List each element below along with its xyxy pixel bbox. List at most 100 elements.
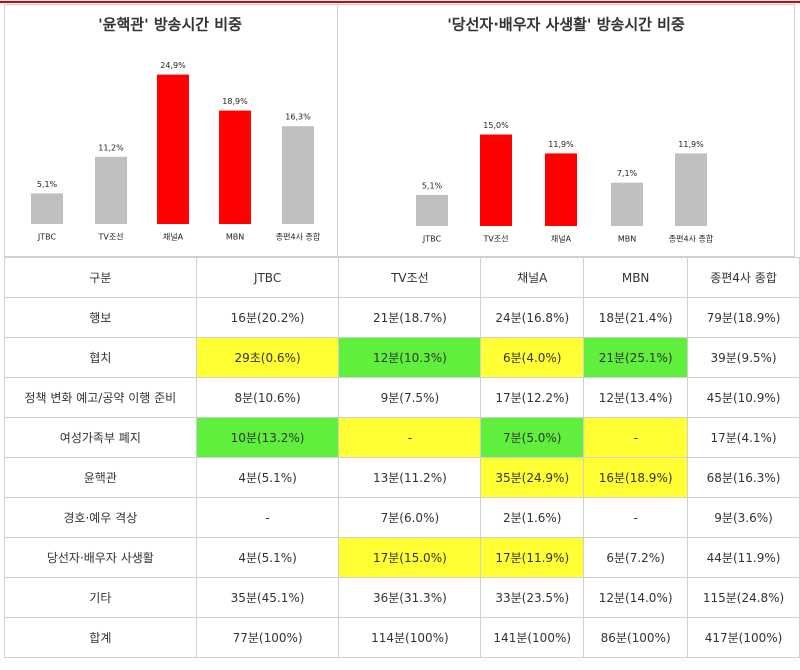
cell: 141분(100%) <box>480 617 585 658</box>
x-tick-label: JTBC <box>422 235 442 244</box>
x-tick-label: 종편4사 종합 <box>276 232 321 242</box>
cell: 10분(13.2%) <box>195 417 340 458</box>
cell: 8분(10.6%) <box>195 377 340 418</box>
x-tick-label: MBN <box>618 235 636 244</box>
cell: - <box>583 417 689 458</box>
header-cell: 채널A <box>480 257 585 298</box>
value-label: 16,3% <box>285 113 311 122</box>
bar <box>480 134 512 226</box>
value-label: 5,1% <box>422 181 443 190</box>
x-tick-label: 채널A <box>551 234 572 244</box>
header-cell: 종편4사 종합 <box>687 257 800 298</box>
value-label: 5,1% <box>37 180 58 189</box>
cell: 7분(5.0%) <box>480 417 585 458</box>
header-cell: TV조선 <box>338 257 482 298</box>
table-row: 경호·예우 격상 -7분(6.0%) 2분(1.6%) -9분(3.6%) <box>4 497 800 538</box>
cell: 9분(3.6%) <box>687 497 800 538</box>
table-row: 여성가족부 폐지 10분(13.2%) -7분(5.0%) -17분(4.1%) <box>4 417 800 458</box>
cell: 6분(4.0%) <box>480 337 585 378</box>
cell: 16분(18.9%) <box>583 457 689 498</box>
panel <box>337 4 795 257</box>
row-label: 윤핵관 <box>4 457 197 498</box>
table-row: 합계 77분(100%) 114분(100%) 141분(100%) 86분(100%)… <box>4 617 800 658</box>
cell: 4분(5.1%) <box>195 457 340 498</box>
cell: 114분(100%) <box>338 617 482 658</box>
chart-title: '당선자·배우자 사생활' 방송시간 비중 <box>447 16 685 34</box>
cell: 44분(11.9%) <box>687 537 800 578</box>
x-tick-label: 종편4사 종합 <box>669 234 714 244</box>
cell: 35분(24.9%) <box>480 457 585 498</box>
cell: 17분(11.9%) <box>480 537 585 578</box>
bar <box>545 153 577 226</box>
x-tick-label: MBN <box>226 233 244 242</box>
row-label: 경호·예우 격상 <box>4 497 197 538</box>
bar <box>95 156 127 224</box>
bar <box>416 194 448 226</box>
table-row: 행보 16분(20.2%) 21분(18.7%) 24분(16.8%) 18분(21.4… <box>4 297 800 338</box>
header-cell: JTBC <box>195 257 340 298</box>
bar <box>611 182 643 226</box>
value-label: 15,0% <box>483 121 509 130</box>
value-label: 11,9% <box>678 140 704 149</box>
table-row: 윤핵관 4분(5.1%) 13분(11.2%) 35분(24.9%) 16분(18.9%… <box>4 457 800 498</box>
x-tick-label: 채널A <box>163 232 184 242</box>
cell: 33분(23.5%) <box>480 577 585 618</box>
value-label: 7,1% <box>617 169 638 178</box>
header-cell: MBN <box>583 257 689 298</box>
row-label: 협치 <box>4 337 197 378</box>
table-row: 협치 29초(0.6%) 12분(10.3%) 6분(4.0%) 21분(25.1%) 3… <box>4 337 800 378</box>
cell: 12분(14.0%) <box>583 577 689 618</box>
cell: 9분(7.5%) <box>338 377 482 418</box>
row-label: 당선자·배우자 사생활 <box>4 537 197 578</box>
cell: - <box>338 417 482 458</box>
x-tick-label: TV조선 <box>97 233 123 242</box>
cell: 36분(31.3%) <box>338 577 482 618</box>
cell: - <box>195 497 340 538</box>
value-label: 11,2% <box>98 143 124 152</box>
bar <box>282 126 314 224</box>
row-label: 정책 변화 예고/공약 이행 준비 <box>4 377 197 418</box>
cell: 12분(13.4%) <box>583 377 689 418</box>
table-row: 정책 변화 예고/공약 이행 준비 8분(10.6%) 9분(7.5%) 17분(12… <box>4 377 800 418</box>
header-cell: 구분 <box>4 257 197 298</box>
cell: 417분(100%) <box>687 617 800 658</box>
cell: 18분(21.4%) <box>583 297 689 338</box>
cell: 6분(7.2%) <box>583 537 689 578</box>
cell: 68분(16.3%) <box>687 457 800 498</box>
bar <box>157 74 189 224</box>
x-tick-label: TV조선 <box>482 235 508 244</box>
chart-title: '윤핵관' 방송시간 비중 <box>98 16 242 34</box>
cell: 21분(18.7%) <box>338 297 482 338</box>
cell: - <box>583 497 689 538</box>
cell: 39분(9.5%) <box>687 337 800 378</box>
header-row: 구분 JTBC TV조선 채널A MBN 종편4사 종합 <box>4 257 800 298</box>
cell: 4분(5.1%) <box>195 537 340 578</box>
cell: 24분(16.8%) <box>480 297 585 338</box>
bar <box>31 193 63 224</box>
cell: 12분(10.3%) <box>338 337 482 378</box>
cell: 86분(100%) <box>583 617 689 658</box>
cell: 16분(20.2%) <box>195 297 340 338</box>
cell: 45분(10.9%) <box>687 377 800 418</box>
cell: 17분(15.0%) <box>338 537 482 578</box>
cell: 115분(24.8%) <box>687 577 800 618</box>
cell: 29초(0.6%) <box>195 337 340 378</box>
cell: 17분(4.1%) <box>687 417 800 458</box>
table-row: 기타 35분(45.1%) 36분(31.3%) 33분(23.5%) 12분(14.0… <box>4 577 800 618</box>
row-label: 행보 <box>4 297 197 338</box>
value-label: 18,9% <box>222 97 248 106</box>
value-label: 11,9% <box>548 140 574 149</box>
row-label: 기타 <box>4 577 197 618</box>
cell: 35분(45.1%) <box>195 577 340 618</box>
value-label: 24,9% <box>160 61 186 70</box>
table-row: 당선자·배우자 사생활 4분(5.1%) 17분(15.0%) 17분(11.9%) 6… <box>4 537 800 578</box>
cell: 79분(18.9%) <box>687 297 800 338</box>
charts: '윤핵관' 방송시간 비중 5,1% JTBC 11,2% TV조선 24,9% 채널A 18… <box>0 1 800 257</box>
bar <box>219 110 251 224</box>
cell: 77분(100%) <box>195 617 340 658</box>
row-label: 여성가족부 폐지 <box>4 417 197 458</box>
data-table: 구분 JTBC TV조선 채널A MBN 종편4사 종합 행보 16분(20.2%) 21분(1… <box>4 257 800 658</box>
cell: 17분(12.2%) <box>480 377 585 418</box>
row-label: 합계 <box>4 617 197 658</box>
